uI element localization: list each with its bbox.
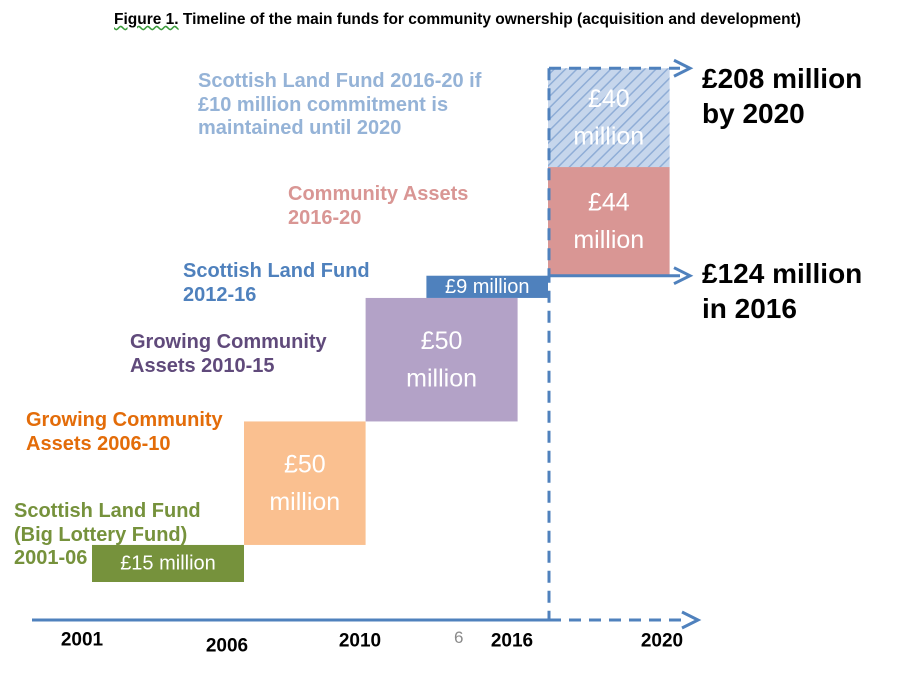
fund-bar-2 (365, 297, 518, 422)
fund-bar-1 (244, 421, 366, 545)
fund-label-1: Growing Community Assets 2006-10 (26, 409, 223, 456)
fund-value-label-2: million (406, 364, 477, 392)
page-number: 6 (454, 628, 464, 647)
x-tick-label: 2006 (206, 636, 248, 657)
total-label-line: £124 million (702, 258, 863, 289)
figure-number: Figure 1. (114, 11, 179, 28)
fund-label-line: 2012-16 (183, 283, 257, 306)
fund-bar-3 (426, 275, 548, 298)
fund-label-line: Assets 2010-15 (130, 354, 275, 377)
total-2016-arrow (673, 266, 694, 286)
time-axis-arrow (681, 610, 702, 630)
fund-label-line: Scottish Land Fund (183, 260, 370, 282)
fund-label-5: Scottish Land Fund 2016-20 if £10 million… (198, 70, 481, 141)
fund-value-label-1: million (269, 488, 340, 516)
figure-caption: Timeline of the main funds for community… (178, 11, 801, 28)
fund-label-line: Scottish Land Fund 2016-20 if (198, 70, 482, 92)
fund-label-line: (Big Lottery Fund) (14, 523, 188, 546)
fund-label-line: Scottish Land Fund (14, 500, 201, 522)
fund-label-line: Assets 2006-10 (26, 432, 171, 455)
fund-value-label-2: £50 (421, 327, 463, 355)
figure-title: Figure 1. Timeline of the main funds for… (114, 11, 801, 29)
fund-label-line: £10 million commitment is (198, 93, 449, 116)
fund-label-line: Growing Community (26, 409, 223, 431)
fund-label-0: Scottish Land Fund (Big Lottery Fund) 2001… (14, 500, 201, 571)
fund-label-2: Growing Community Assets 2010-15 (130, 331, 327, 378)
total-label-line: by 2020 (702, 98, 805, 129)
total-label-line: £208 million (702, 63, 863, 94)
fund-label-line: 2016-20 (288, 206, 362, 229)
fund-bar-4 (548, 167, 670, 276)
fund-value-label-4: million (573, 226, 644, 254)
x-tick-label: 2020 (641, 631, 683, 652)
total-2020-arrow (673, 58, 694, 78)
fund-bar-0 (92, 544, 244, 582)
fund-bar-5 (548, 68, 670, 168)
fund-value-label-3: £9 million (445, 276, 529, 298)
x-tick-label: 2001 (61, 630, 104, 651)
total-label-line: in 2016 (702, 293, 797, 324)
fund-label-line: 2001-06 (14, 547, 88, 570)
fund-value-label-0: £15 million (120, 552, 216, 574)
fund-label-line: Growing Community (130, 331, 327, 353)
fund-value-label-5: million (573, 122, 644, 150)
x-tick-label: 2010 (339, 631, 381, 652)
x-tick-label: 2016 (491, 631, 533, 652)
fund-value-label-4: £44 (588, 189, 630, 217)
fund-label-line: Community Assets (288, 183, 469, 205)
total-label-208: £208 million by 2020 (702, 61, 862, 131)
fund-value-label-1: £50 (284, 450, 326, 478)
fund-value-label-5: £40 (588, 85, 630, 113)
total-label-124: £124 million in 2016 (702, 256, 862, 326)
fund-label-4: Community Assets 2016-20 (288, 183, 468, 230)
fund-label-line: maintained until 2020 (198, 117, 402, 140)
fund-label-3: Scottish Land Fund 2012-16 (183, 260, 370, 307)
